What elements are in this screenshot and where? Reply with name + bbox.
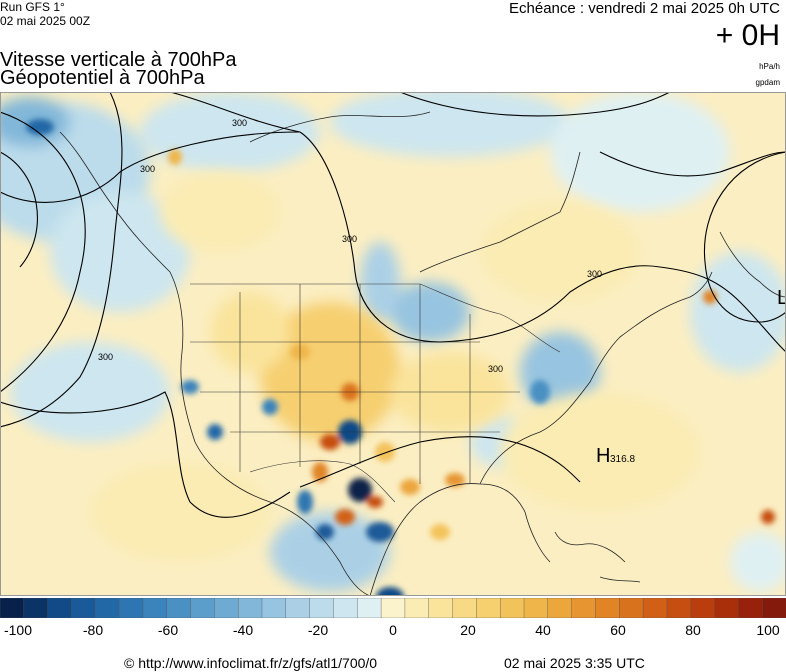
geopotential-contours [0, 92, 786, 518]
contour-label: 300 [232, 118, 247, 128]
map-canvas: 300 300 300 300 300 300 H 316.8 L [0, 92, 786, 596]
generation-timestamp: 02 mai 2025 3:35 UTC [504, 655, 645, 671]
colorbar-tick-label: -60 [157, 622, 179, 638]
colorbar-swatch [190, 598, 216, 618]
colorbar-swatch [761, 598, 786, 618]
colorbar-swatch [166, 598, 192, 618]
colorbar-swatch [499, 598, 525, 618]
colorbar-svg [0, 598, 786, 618]
colorbar-swatch [571, 598, 597, 618]
colorbar-swatch [237, 598, 263, 618]
colorbar-swatch [47, 598, 73, 618]
colorbar-swatch [428, 598, 454, 618]
valid-time-label: Echéance : vendredi 2 mai 2025 0h UTC [509, 0, 780, 17]
unit-shading: hPa/h [759, 62, 780, 71]
map-title-shading: Vitesse verticale à 700hPa [0, 49, 237, 71]
colorbar-swatch [642, 598, 668, 618]
high-center-letter: H [596, 445, 610, 467]
colorbar-swatch [0, 598, 25, 618]
descent-regions [90, 172, 700, 562]
colorbar-swatch [595, 598, 620, 618]
colorbar-swatch [547, 598, 573, 618]
colorbar-tick-label: 100 [756, 622, 780, 638]
colorbar-swatch [309, 598, 335, 618]
colorbar-swatch [118, 598, 144, 618]
colorbar-tick-label: -40 [232, 622, 254, 638]
colorbar-swatch [95, 598, 120, 618]
colorbar-swatch [23, 598, 49, 618]
contour-label: 300 [98, 352, 113, 362]
colorbar-swatch [738, 598, 763, 618]
colorbar-labels: -100 -80 -60 -40 -20 0 20 40 60 80 100 [0, 622, 786, 640]
colorbar-tick-label: -100 [3, 622, 33, 638]
colorbar-tick-label: -20 [307, 622, 329, 638]
colorbar-swatch [71, 598, 96, 618]
colorbar [0, 598, 786, 618]
contour-label: 300 [342, 234, 357, 244]
weather-map: 300 300 300 300 300 300 H 316.8 L [0, 92, 786, 596]
colorbar-swatch [380, 598, 406, 618]
unit-contours: gpdam [755, 78, 780, 87]
colorbar-tick-label: 0 [389, 622, 397, 638]
high-center-value: 316.8 [610, 454, 635, 465]
map-title-contours: Géopotentiel à 700hPa [0, 67, 205, 89]
colorbar-swatch [452, 598, 478, 618]
run-date: 02 mai 2025 00Z [0, 14, 91, 28]
contour-label: 300 [587, 269, 602, 279]
colorbar-tick-label: 40 [535, 622, 551, 638]
contour-label: 300 [488, 364, 503, 374]
lead-time: + 0H [715, 19, 780, 52]
colorbar-tick-label: 60 [610, 622, 626, 638]
colorbar-tick-label: 80 [685, 622, 701, 638]
colorbar-swatch [357, 598, 382, 618]
colorbar-swatch [666, 598, 692, 618]
colorbar-swatch [261, 598, 287, 618]
low-pressure-center: L [777, 287, 786, 309]
source-url: © http://www.infoclimat.fr/z/gfs/atl1/70… [124, 655, 378, 671]
ascent-regions [0, 92, 786, 592]
colorbar-swatch [619, 598, 644, 618]
colorbar-swatch [214, 598, 239, 618]
low-center-letter: L [777, 287, 786, 309]
colorbar-swatch [285, 598, 311, 618]
colorbar-swatch [690, 598, 716, 618]
colorbar-swatch [404, 598, 430, 618]
colorbar-swatch [333, 598, 358, 618]
run-label: Run GFS 1° [0, 0, 65, 14]
contour-label: 300 [140, 164, 155, 174]
high-pressure-center: H 316.8 [596, 445, 635, 467]
colorbar-tick-label: -80 [82, 622, 104, 638]
colorbar-swatch [142, 598, 168, 618]
colorbar-swatch [523, 598, 549, 618]
colorbar-swatch [714, 598, 740, 618]
contour-labels: 300 300 300 300 300 300 [98, 118, 602, 374]
colorbar-tick-label: 20 [460, 622, 476, 638]
colorbar-swatch [476, 598, 501, 618]
